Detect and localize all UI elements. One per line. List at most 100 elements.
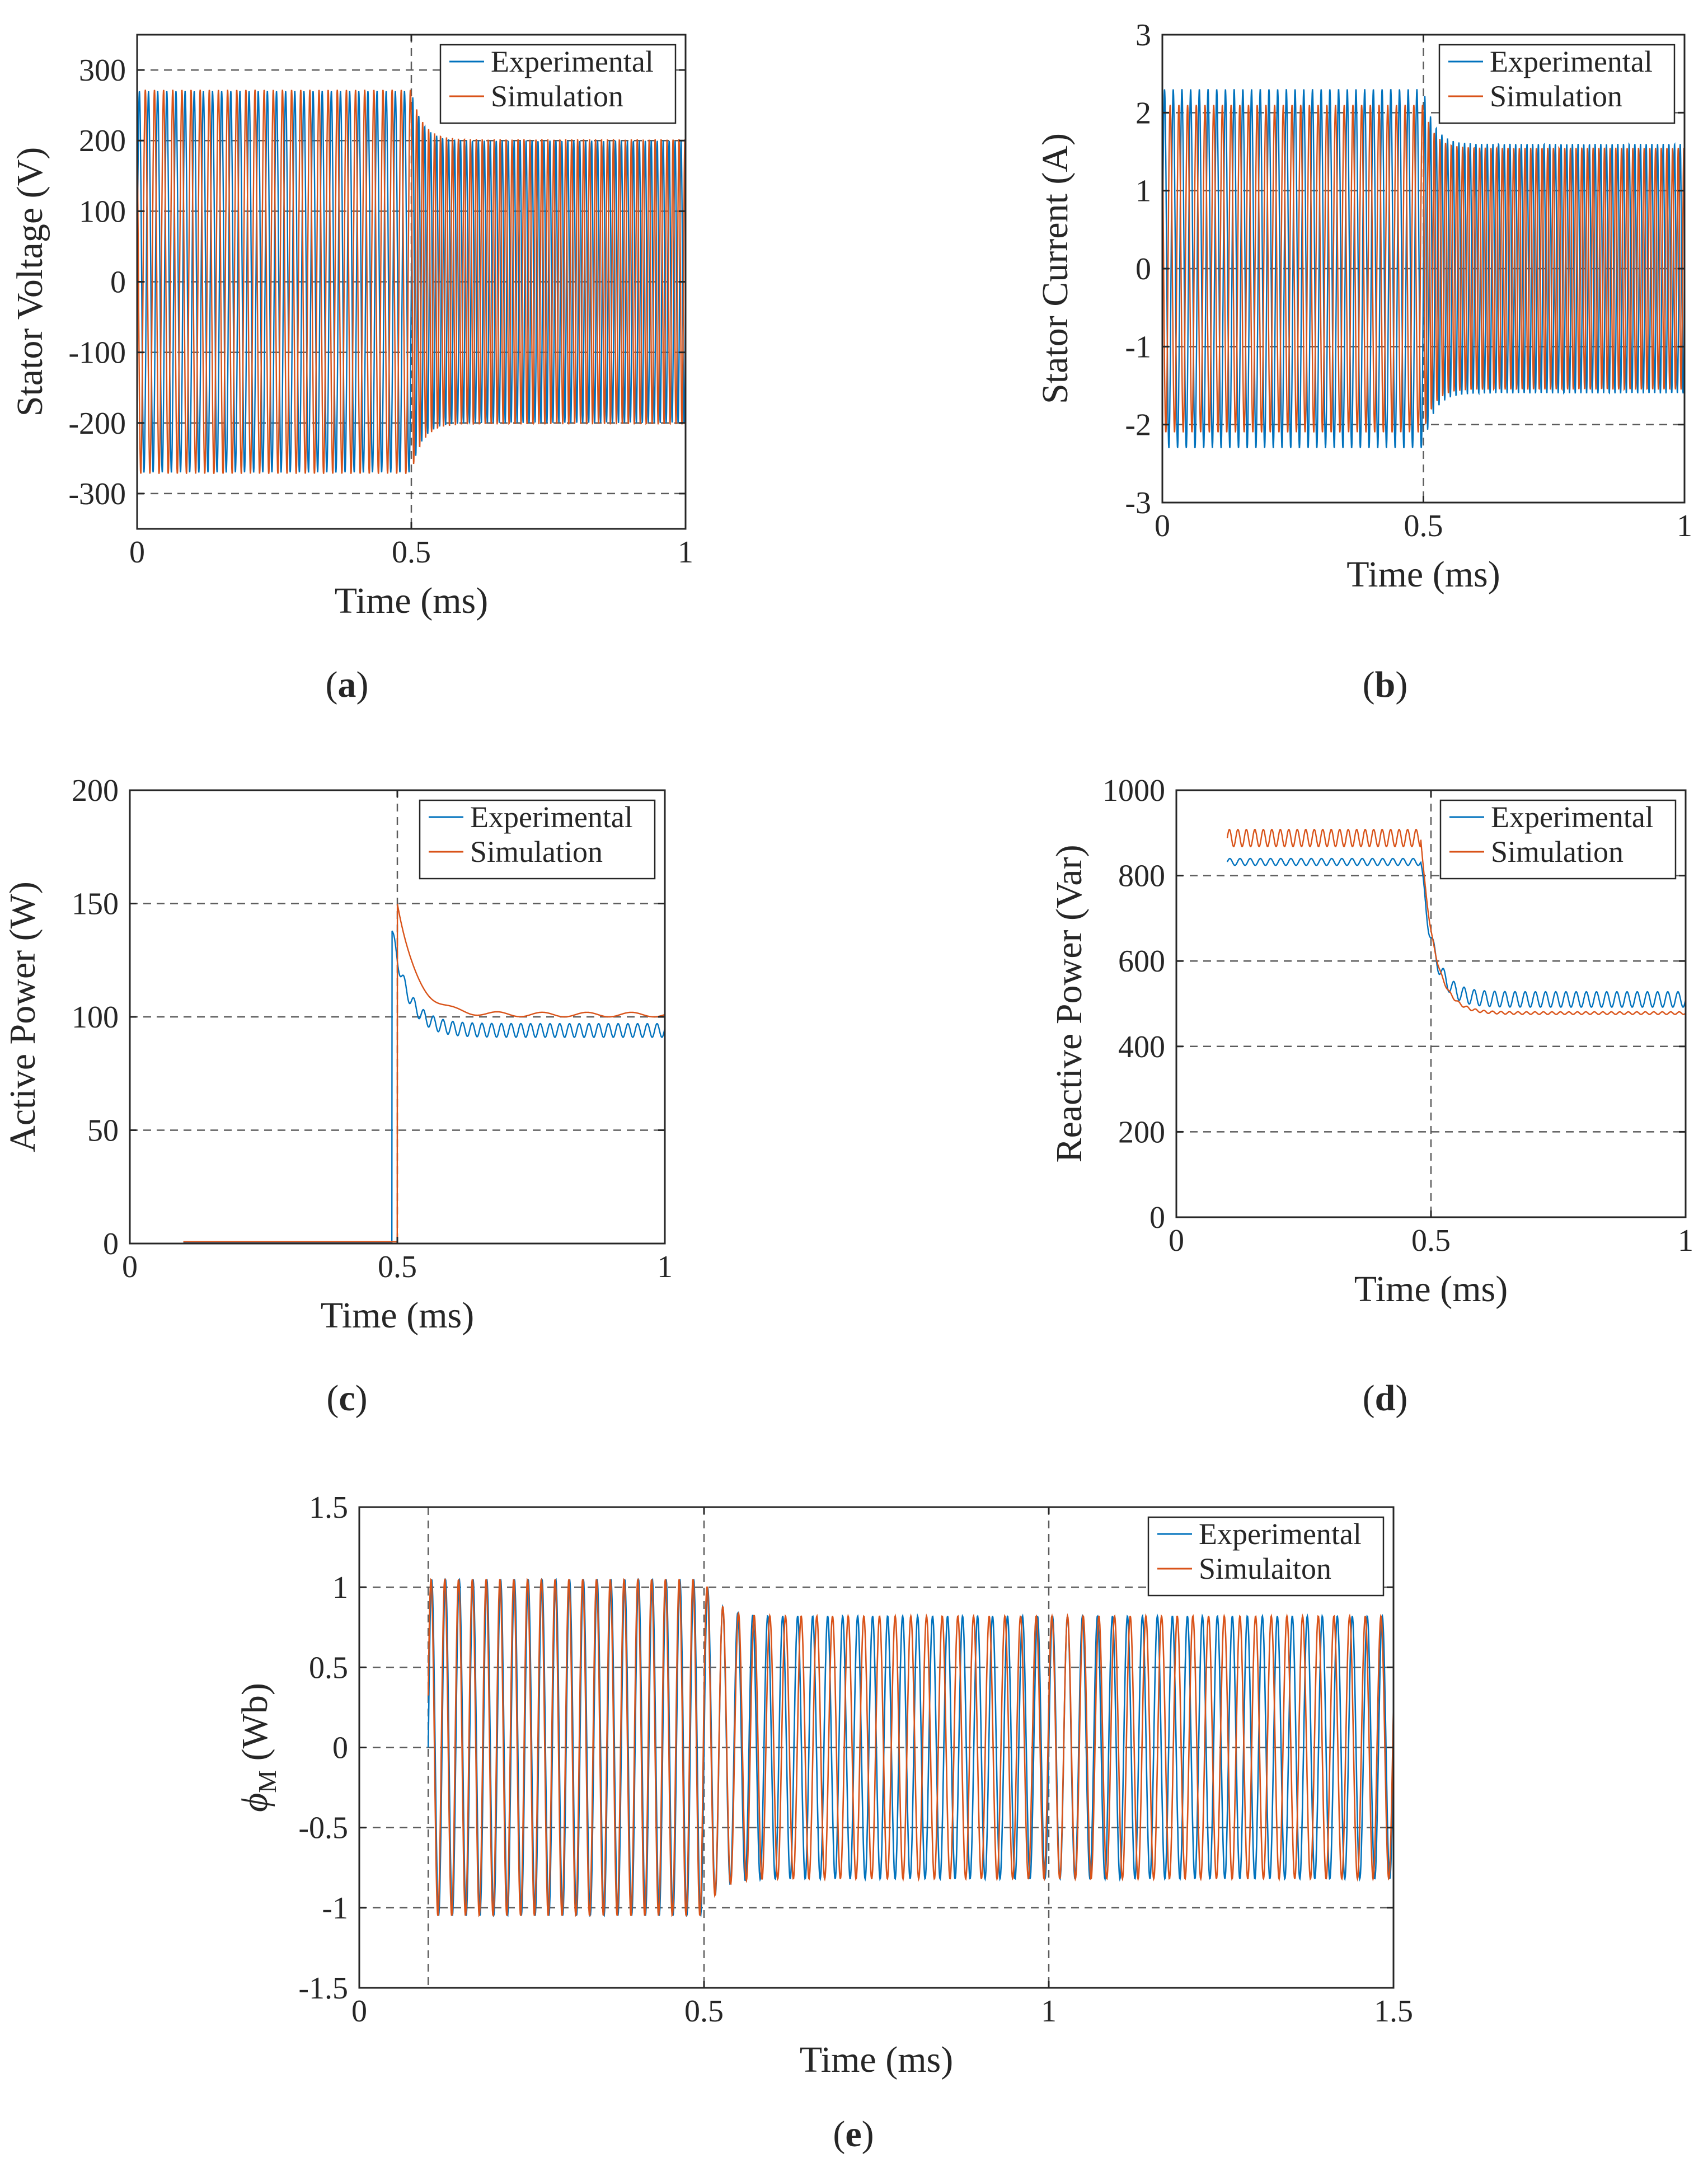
legend-box bbox=[419, 799, 656, 880]
legend-label-experimental: Experimental bbox=[1199, 1517, 1362, 1551]
panel-a: 0 0.5 1 -300 -200 -100 0 100 200 300 Time (ms) Stat… bbox=[10, 34, 693, 705]
y-tick-label: 300 bbox=[79, 53, 126, 88]
caption-b: (b) bbox=[1363, 664, 1408, 705]
x-axis-label: Time (ms) bbox=[321, 1295, 474, 1336]
x-axis-label: Time (ms) bbox=[1346, 554, 1500, 595]
x-tick-label: 0.5 bbox=[1404, 509, 1443, 543]
legend-box bbox=[439, 44, 677, 124]
x-axis-label: Time (ms) bbox=[1354, 1269, 1508, 1310]
y-tick-label: -0.5 bbox=[298, 1811, 348, 1846]
caption-d: (d) bbox=[1363, 1378, 1408, 1419]
series-line-experimental bbox=[183, 930, 666, 1244]
y-tick-label: 2 bbox=[1135, 96, 1151, 130]
y-tick-label: 50 bbox=[87, 1114, 119, 1148]
y-tick-label: 600 bbox=[1118, 944, 1165, 979]
x-tick-label: 0 bbox=[1169, 1223, 1184, 1258]
y-tick-label: -200 bbox=[68, 406, 126, 441]
y-tick-label: 0 bbox=[332, 1731, 348, 1766]
x-tick-label: 1 bbox=[1677, 509, 1692, 543]
y-axis-label: Reactive Power (Var) bbox=[1049, 844, 1090, 1162]
x-tick-label: 0.5 bbox=[378, 1250, 417, 1284]
caption-b-letter: b bbox=[1375, 664, 1396, 705]
y-tick-label: -1.5 bbox=[298, 1971, 348, 2006]
legend-label-experimental: Experimental bbox=[470, 800, 633, 834]
y-tick-label: 0 bbox=[103, 1227, 119, 1261]
series-line-simulation bbox=[1226, 828, 1686, 1015]
y-axis-unit: (Wb) bbox=[234, 1683, 275, 1770]
y-tick-label: 150 bbox=[72, 887, 119, 922]
y-tick-label: 0 bbox=[1135, 252, 1151, 287]
y-axis-label: Active Power (W) bbox=[2, 881, 43, 1152]
y-tick-label: 3 bbox=[1135, 18, 1151, 53]
panel-c: 0 0.5 1 0 50 100 150 200 Time (ms) Active Power (… bbox=[2, 773, 673, 1419]
y-tick-label: -2 bbox=[1125, 408, 1151, 443]
y-axis-symbol: ϕ bbox=[234, 1793, 275, 1812]
y-tick-label: 0 bbox=[110, 265, 126, 300]
y-axis-label: Stator Voltage (V) bbox=[10, 147, 50, 417]
y-tick-label: 1 bbox=[1135, 174, 1151, 209]
y-tick-label: -1 bbox=[1125, 330, 1151, 364]
y-axis-label: ϕM (Wb) bbox=[234, 1683, 281, 1812]
y-tick-label: 0 bbox=[1149, 1200, 1165, 1235]
series-line-experimental bbox=[136, 91, 687, 473]
y-tick-label: 400 bbox=[1118, 1030, 1165, 1064]
legend-label-simulation: Simulation bbox=[1491, 835, 1623, 869]
x-tick-label: 1 bbox=[657, 1250, 673, 1284]
y-tick-label: -100 bbox=[68, 336, 126, 370]
legend-label-experimental: Experimental bbox=[1490, 45, 1653, 78]
x-tick-label: 0 bbox=[351, 1994, 367, 2029]
y-tick-label: 1 bbox=[332, 1570, 348, 1605]
series-line-simulation bbox=[183, 904, 665, 1242]
x-tick-label: 1.5 bbox=[1374, 1994, 1413, 2029]
y-tick-label: 100 bbox=[72, 1000, 119, 1035]
x-tick-label: 1 bbox=[1678, 1223, 1693, 1258]
x-tick-label: 0 bbox=[129, 535, 145, 570]
x-tick-label: 0 bbox=[1155, 509, 1170, 543]
x-tick-label: 0.5 bbox=[392, 535, 431, 570]
y-tick-label: 1.5 bbox=[309, 1490, 348, 1525]
series-line-simulation bbox=[136, 90, 687, 474]
series-line-experimental bbox=[1226, 857, 1687, 1008]
legend-box bbox=[1147, 1516, 1385, 1597]
legend-label-simulation: Simulation bbox=[470, 835, 603, 869]
legend-label-experimental: Experimental bbox=[491, 45, 654, 78]
caption-a-letter: a bbox=[338, 664, 356, 705]
y-tick-label: -1 bbox=[322, 1891, 348, 1926]
x-tick-label: 1 bbox=[678, 535, 693, 570]
y-tick-label: 1000 bbox=[1102, 773, 1165, 808]
y-tick-label: -3 bbox=[1125, 486, 1151, 520]
y-tick-label: 200 bbox=[1118, 1115, 1165, 1150]
y-axis-subscript: M bbox=[253, 1770, 281, 1793]
series-line-simulation bbox=[1161, 105, 1686, 433]
caption-c: (c) bbox=[326, 1378, 367, 1419]
legend-box bbox=[1439, 799, 1677, 880]
y-tick-label: -300 bbox=[68, 477, 126, 512]
y-axis-label: Stator Current (A) bbox=[1035, 133, 1076, 404]
x-axis-label: Time (ms) bbox=[335, 580, 488, 621]
caption-d-letter: d bbox=[1375, 1378, 1396, 1419]
panel-d: 0 0.5 1 0 200 400 600 800 1000 Time (ms) Reactive … bbox=[1049, 773, 1693, 1419]
legend-label-experimental: Experimental bbox=[1491, 800, 1654, 834]
series-line-experimental bbox=[1161, 89, 1686, 448]
panel-e: 0 0.5 1 1.5 -1.5 -1 -0.5 0 0.5 1 1.5 Time (ms) ϕM (W… bbox=[234, 1490, 1413, 2155]
panel-b: 0 0.5 1 -3 -2 -1 0 1 2 3 Time (ms) Stator Current (… bbox=[1035, 18, 1692, 705]
x-tick-label: 0.5 bbox=[684, 1994, 724, 2029]
legend-label-simulation: Simulation bbox=[491, 79, 623, 113]
x-tick-label: 1 bbox=[1041, 1994, 1057, 2029]
x-axis-label: Time (ms) bbox=[800, 2039, 953, 2080]
y-tick-label: 800 bbox=[1118, 859, 1165, 894]
series-line-simulaiton bbox=[427, 1578, 1395, 1917]
x-tick-label: 0 bbox=[122, 1250, 138, 1284]
legend-box bbox=[1438, 44, 1676, 124]
legend-label-simulaiton: Simulaiton bbox=[1199, 1552, 1331, 1585]
caption-e: (e) bbox=[833, 2114, 874, 2155]
y-tick-label: 200 bbox=[72, 773, 119, 808]
caption-c-letter: c bbox=[339, 1378, 355, 1419]
y-tick-label: 100 bbox=[79, 194, 126, 229]
caption-e-letter: e bbox=[845, 2114, 861, 2155]
legend-label-simulation: Simulation bbox=[1490, 79, 1622, 113]
y-tick-label: 0.5 bbox=[309, 1650, 348, 1685]
y-tick-label: 200 bbox=[79, 124, 126, 158]
x-tick-label: 0.5 bbox=[1411, 1223, 1451, 1258]
